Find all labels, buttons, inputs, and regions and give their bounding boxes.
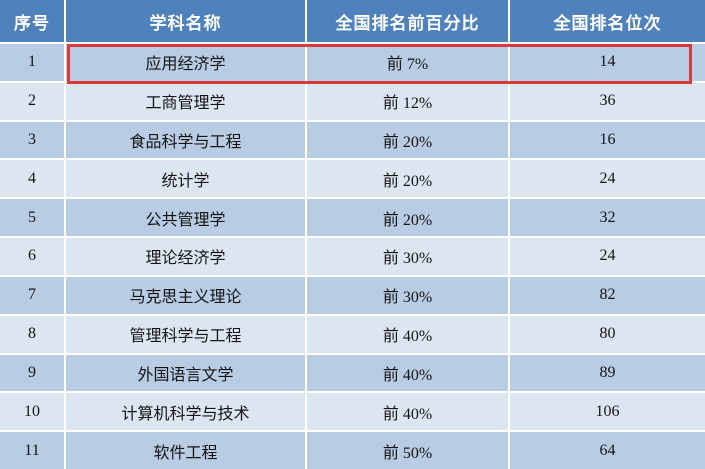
cell-percentile: 前 50% [307, 432, 510, 469]
cell-percentile: 前 30% [307, 276, 510, 314]
table-row: 8 管理科学与工程 前 40% 80 [0, 315, 705, 355]
table-row: 1 应用经济学 前 7% 14 [0, 44, 705, 83]
cell-subject: 马克思主义理论 [66, 276, 307, 314]
cell-index: 10 [0, 393, 66, 431]
table-row: 10 计算机科学与技术 前 40% 106 [0, 393, 705, 433]
cell-subject: 食品科学与工程 [66, 121, 307, 159]
cell-rank: 36 [510, 82, 705, 120]
cell-percentile: 前 20% [307, 160, 510, 198]
cell-subject: 统计学 [66, 160, 307, 198]
table-row: 11 软件工程 前 50% 64 [0, 432, 705, 469]
table-row: 7 马克思主义理论 前 30% 82 [0, 276, 705, 316]
cell-subject: 管理科学与工程 [66, 315, 307, 353]
table-row: 6 理论经济学 前 30% 24 [0, 238, 705, 277]
cell-percentile: 前 20% [307, 121, 510, 159]
table-row: 4 统计学 前 20% 24 [0, 160, 705, 200]
cell-percentile: 前 20% [307, 199, 510, 237]
cell-index: 11 [0, 432, 66, 469]
cell-percentile: 前 12% [307, 82, 510, 120]
cell-subject: 工商管理学 [66, 82, 307, 120]
cell-rank: 24 [510, 160, 705, 198]
cell-subject: 外国语言文学 [66, 354, 307, 392]
cell-percentile: 前 7% [307, 44, 510, 81]
cell-index: 8 [0, 315, 66, 353]
cell-subject: 软件工程 [66, 432, 307, 469]
cell-index: 1 [0, 44, 66, 81]
cell-index: 6 [0, 238, 66, 275]
cell-subject: 公共管理学 [66, 199, 307, 237]
cell-index: 4 [0, 160, 66, 198]
cell-index: 7 [0, 276, 66, 314]
header-index: 序号 [0, 0, 66, 42]
cell-rank: 64 [510, 432, 705, 469]
cell-rank: 82 [510, 276, 705, 314]
cell-rank: 106 [510, 393, 705, 431]
cell-percentile: 前 40% [307, 315, 510, 353]
cell-subject: 计算机科学与技术 [66, 393, 307, 431]
cell-rank: 32 [510, 199, 705, 237]
cell-percentile: 前 40% [307, 393, 510, 431]
cell-index: 9 [0, 354, 66, 392]
cell-index: 3 [0, 121, 66, 159]
cell-rank: 80 [510, 315, 705, 353]
header-rank: 全国排名位次 [510, 0, 705, 42]
header-percentile: 全国排名前百分比 [307, 0, 510, 42]
cell-rank: 14 [510, 44, 705, 81]
cell-rank: 89 [510, 354, 705, 392]
cell-rank: 24 [510, 238, 705, 275]
cell-subject: 应用经济学 [66, 44, 307, 81]
cell-index: 5 [0, 199, 66, 237]
header-subject: 学科名称 [66, 0, 307, 42]
cell-index: 2 [0, 82, 66, 120]
cell-subject: 理论经济学 [66, 238, 307, 275]
table-row: 2 工商管理学 前 12% 36 [0, 82, 705, 122]
table-row: 3 食品科学与工程 前 20% 16 [0, 121, 705, 161]
table-row: 5 公共管理学 前 20% 32 [0, 199, 705, 239]
table-header-row: 序号 学科名称 全国排名前百分比 全国排名位次 [0, 0, 705, 44]
table-row: 9 外国语言文学 前 40% 89 [0, 354, 705, 394]
cell-percentile: 前 40% [307, 354, 510, 392]
cell-rank: 16 [510, 121, 705, 159]
cell-percentile: 前 30% [307, 238, 510, 275]
